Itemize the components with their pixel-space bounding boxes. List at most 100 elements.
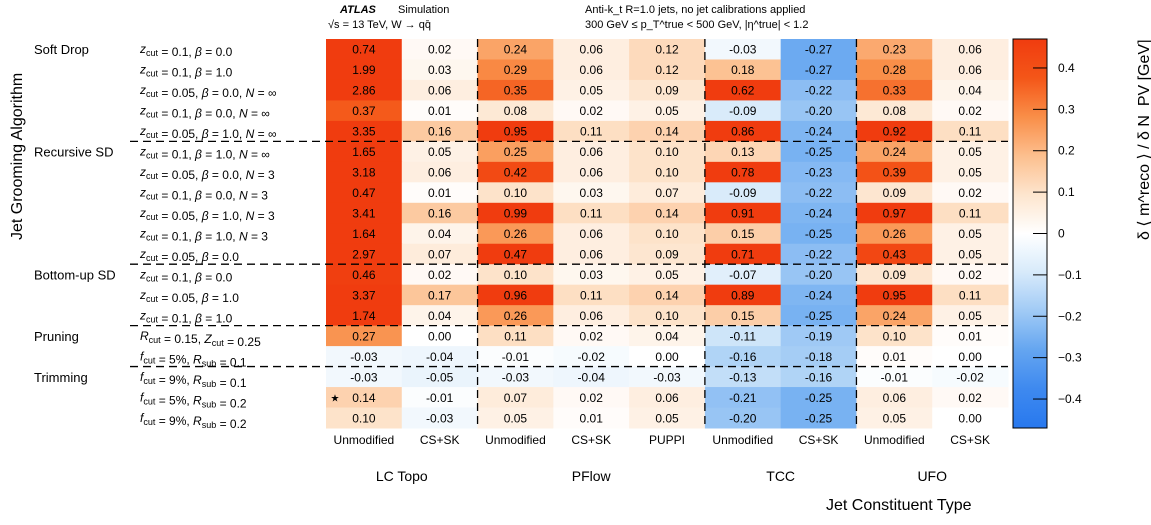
heatmap-cell <box>553 284 630 306</box>
row-label-part: = 0.2 <box>216 417 247 431</box>
heatmap-cell <box>932 264 1009 286</box>
cell-value-label: -0.24 <box>805 288 833 302</box>
group-label: Soft Drop <box>34 42 89 57</box>
row-label-part: β <box>194 270 202 284</box>
column-label: Unmodified <box>485 433 546 447</box>
y-axis-label: Jet Grooming Algorithm <box>9 72 26 240</box>
row-label-part: = ∞ <box>248 148 270 162</box>
cell-value-label: 0.06 <box>580 43 604 57</box>
heatmap-cell <box>553 141 630 163</box>
heatmap-cell <box>704 407 782 429</box>
heatmap-cell <box>932 39 1009 60</box>
row-label-sub: cut <box>146 151 159 161</box>
row-label-var: z <box>139 83 146 97</box>
column-label: Unmodified <box>334 433 395 447</box>
cell-value-label: 0.02 <box>580 329 604 343</box>
row-label-part: β <box>194 66 202 80</box>
row-label-part: N <box>239 189 248 203</box>
heatmap-cell <box>932 182 1009 204</box>
cell-value-label: 0.97 <box>883 207 907 221</box>
cell-value-label: 0.04 <box>958 84 982 98</box>
row-label-part: = 3 <box>254 209 275 223</box>
cell-value-label: 0.14 <box>352 391 376 405</box>
heatmap-cell <box>780 202 857 224</box>
cell-value-label: -0.11 <box>730 329 757 343</box>
row-label-sub: cut <box>143 417 156 427</box>
heatmap-cell <box>553 366 630 388</box>
heatmap-cell <box>704 161 782 183</box>
group-label: Recursive SD <box>34 145 113 160</box>
heatmap-cell <box>477 305 554 327</box>
heatmap-cell <box>932 79 1009 101</box>
cell-value-label: 0.47 <box>504 247 528 261</box>
heatmap-cell <box>326 305 403 327</box>
heatmap-cell <box>704 79 782 101</box>
cell-value-label: 0.10 <box>655 309 679 323</box>
heatmap-cell <box>704 120 782 142</box>
colorbar-label: δ ⟨ m^reco ⟩ / δ N_PV [GeV] <box>1136 39 1151 240</box>
row-label-part: = ∞ <box>248 107 270 121</box>
heatmap-cell <box>856 59 933 81</box>
cell-value-label: -0.25 <box>805 309 833 323</box>
cell-value-label: 0.13 <box>731 145 755 159</box>
cell-value-label: 0.95 <box>504 125 528 139</box>
column-label: PUPPI <box>649 433 685 447</box>
row-label-sub: cut <box>143 355 156 365</box>
row-label-sub: cut <box>146 110 159 120</box>
cell-value-label: 0.06 <box>580 247 604 261</box>
cell-value-label: 0.09 <box>655 247 679 261</box>
cell-value-label: 0.74 <box>352 43 376 57</box>
cell-value-label: 0.16 <box>428 125 452 139</box>
heatmap-cell <box>326 243 403 265</box>
heatmap-cell <box>856 325 933 347</box>
cell-value-label: -0.09 <box>729 104 757 118</box>
cell-value-label: 0.02 <box>958 104 982 118</box>
cell-value-label: 0.01 <box>428 104 452 118</box>
heatmap-cell <box>856 346 933 368</box>
row-label-part: β <box>201 86 209 100</box>
row-label-sub: cut <box>146 233 159 243</box>
group-label: Bottom-up SD <box>34 267 116 282</box>
heatmap-cell <box>326 264 403 286</box>
row-label-sub: sub <box>202 379 217 389</box>
heatmap-cell <box>477 39 554 60</box>
cell-value-label: 0.06 <box>958 63 982 77</box>
heatmap-cell <box>780 264 857 286</box>
heatmap-cell <box>629 387 706 409</box>
cell-value-label: -0.02 <box>578 350 606 364</box>
energy-text: √s = 13 TeV, W → qq̄ <box>328 19 431 31</box>
family-label: UFO <box>917 468 947 484</box>
heatmap-cell <box>932 366 1009 388</box>
cell-value-label: 0.28 <box>883 63 907 77</box>
heatmap-cell <box>326 325 403 347</box>
row-label-part: = 9%, <box>155 373 193 387</box>
row-label-part: β <box>194 45 202 59</box>
heatmap-cell <box>629 182 706 204</box>
cell-value-label: 0.05 <box>958 145 982 159</box>
row-label-var: f <box>140 370 145 384</box>
heatmap-cell <box>704 59 782 81</box>
heatmap-cell <box>780 407 857 429</box>
cell-value-label: 0.24 <box>504 43 528 57</box>
heatmap-cell <box>780 284 857 306</box>
star-marker: ★ <box>331 393 340 404</box>
row-label-sub: cut <box>146 253 159 263</box>
row-label-part: = 0.1, <box>158 148 195 162</box>
row-label-part: = 9%, <box>155 414 193 428</box>
colorbar-tick-label: −0.1 <box>1058 268 1082 282</box>
heatmap-cell <box>704 243 782 265</box>
heatmap-cell <box>932 387 1009 409</box>
cell-value-label: -0.01 <box>502 350 530 364</box>
heatmap-cell <box>629 243 706 265</box>
cell-value-label: 3.35 <box>352 125 376 139</box>
cell-value-label: 0.10 <box>655 227 679 241</box>
row-label: zcut = 0.05, β = 0.0, N = ∞ <box>139 83 277 100</box>
row-label: fcut = 9%, Rsub = 0.2 <box>140 411 247 431</box>
heatmap-cell <box>856 305 933 327</box>
heatmap-cell <box>326 59 403 81</box>
row-label-sub: cut <box>146 171 159 181</box>
heatmap-cell <box>326 346 403 368</box>
cell-value-label: -0.04 <box>578 370 606 384</box>
heatmap-cell <box>704 346 782 368</box>
cell-value-label: 0.16 <box>428 207 452 221</box>
